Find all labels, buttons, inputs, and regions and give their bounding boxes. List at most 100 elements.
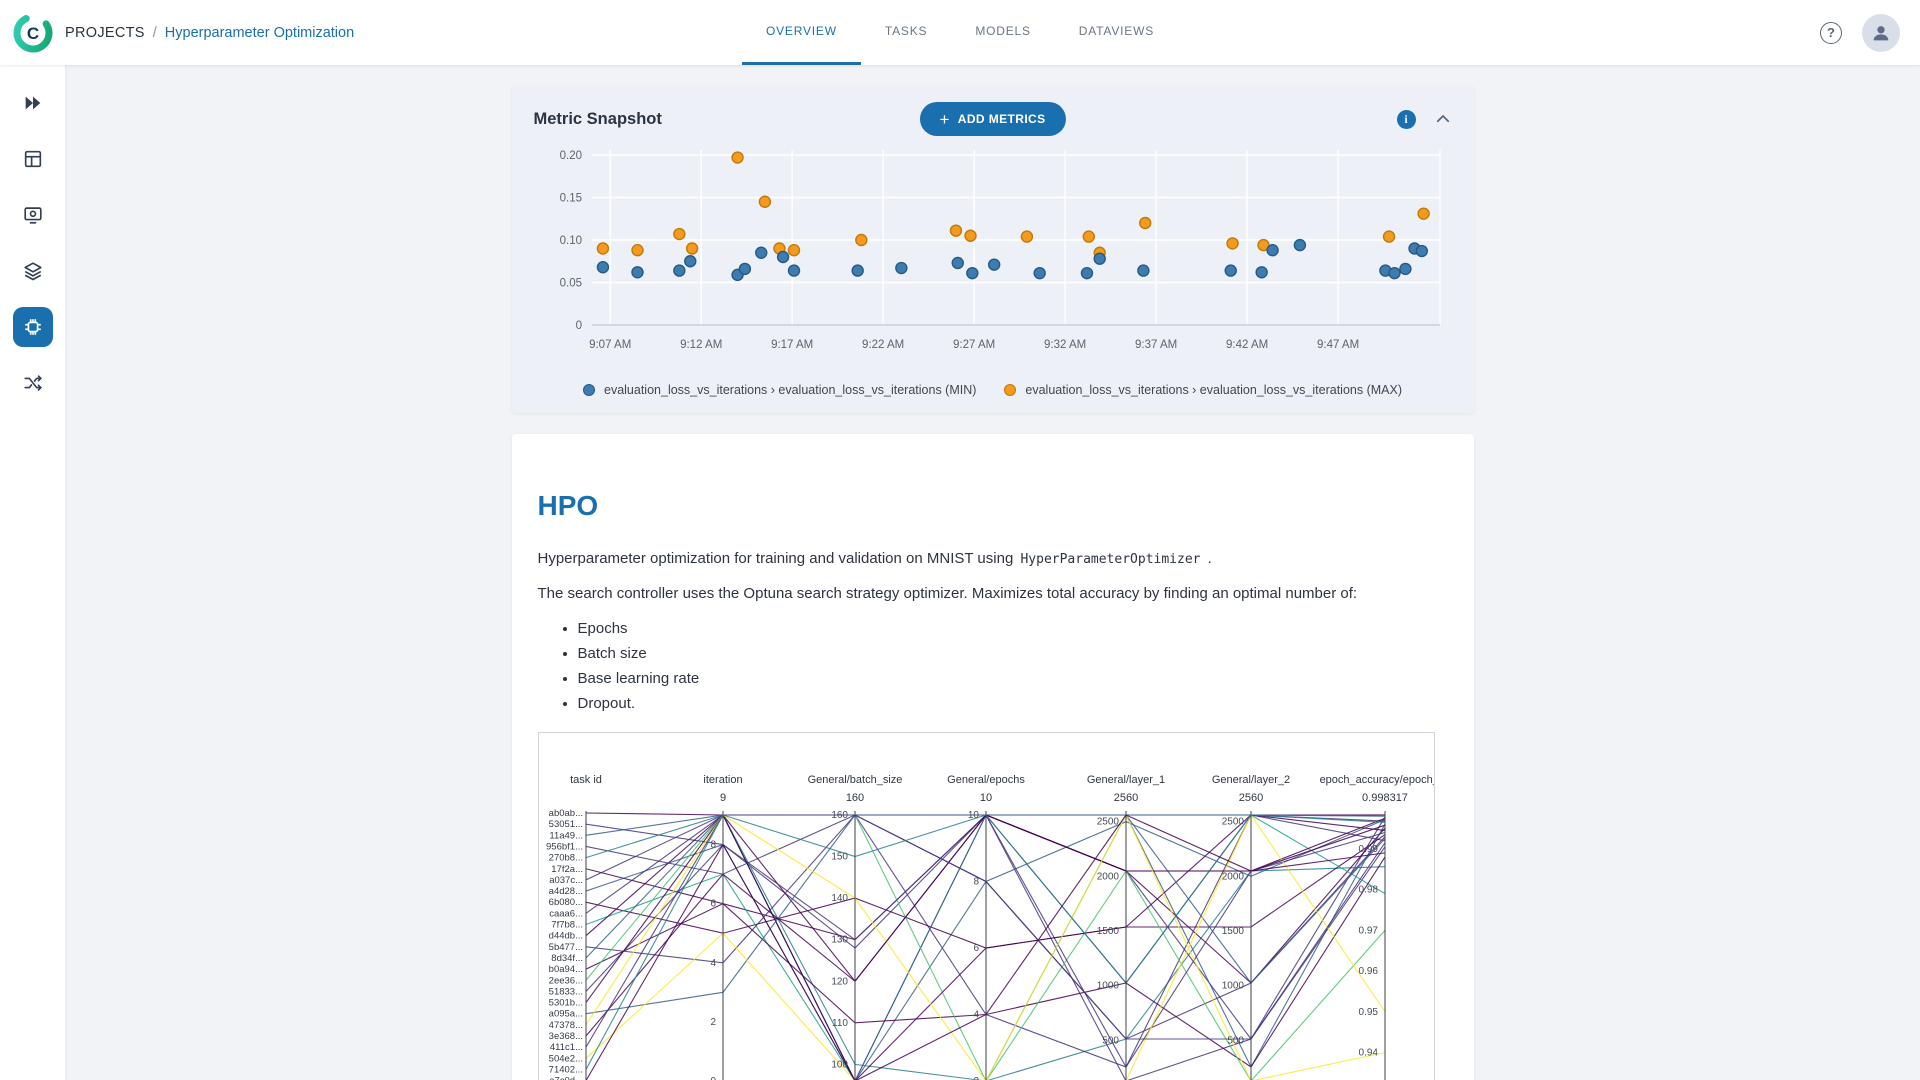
sidebar-item-workers[interactable]: [13, 195, 53, 235]
breadcrumb-current-project[interactable]: Hyperparameter Optimization: [164, 24, 355, 41]
add-metrics-button[interactable]: + ADD METRICS: [919, 102, 1066, 136]
svg-text:110: 110: [832, 1017, 848, 1028]
svg-text:6: 6: [973, 943, 979, 954]
svg-text:9:27 AM: 9:27 AM: [953, 339, 995, 351]
bullet-item: Epochs: [578, 618, 1448, 639]
hpo-p1-period: .: [1207, 550, 1212, 567]
svg-text:0.98: 0.98: [1358, 884, 1378, 895]
svg-text:ab0ab...: ab0ab...: [548, 808, 582, 819]
parallel-coordinates-figure[interactable]: task id iteration 9 0 2 4 6 8 General/batch_size…: [537, 731, 1435, 1080]
svg-text:8: 8: [973, 876, 979, 887]
parallel-coordinates-chart: task id iteration 9 0 2 4 6 8 General/batch_size…: [546, 774, 1434, 1080]
svg-text:9: 9: [719, 792, 725, 804]
svg-text:0.95: 0.95: [1358, 1006, 1378, 1017]
bullet-item: Dropout.: [578, 693, 1448, 714]
svg-text:a4d28...: a4d28...: [548, 886, 582, 897]
double-arrow-icon: [25, 96, 40, 110]
svg-text:6b080...: 6b080...: [548, 897, 582, 908]
metric-snapshot-card: Metric Snapshot + ADD METRICS i 9:07 AM 9…: [511, 86, 1474, 413]
svg-text:6: 6: [710, 898, 716, 909]
svg-text:150: 150: [831, 851, 848, 862]
tab-dataviews[interactable]: DATAVIEWS: [1078, 24, 1155, 38]
svg-text:2000: 2000: [1221, 871, 1244, 882]
pipelines-shuffle-icon: [23, 375, 42, 391]
svg-text:3e368...: 3e368...: [548, 1031, 582, 1042]
svg-text:5301b...: 5301b...: [548, 997, 582, 1008]
sidebar-item-projects[interactable]: [13, 139, 53, 179]
svg-text:General/layer_1: General/layer_1: [1086, 774, 1164, 786]
svg-text:2500: 2500: [1096, 816, 1119, 827]
svg-text:0.998317: 0.998317: [1362, 792, 1408, 804]
hpo-card: HPO Hyperparameter optimization for trai…: [511, 434, 1474, 1080]
plus-icon: +: [939, 109, 950, 129]
breadcrumb: PROJECTS / Hyperparameter Optimization: [65, 25, 354, 41]
svg-text:General/epochs: General/epochs: [947, 774, 1025, 786]
svg-text:0.10: 0.10: [559, 235, 581, 247]
svg-text:7f7b8...: 7f7b8...: [551, 919, 583, 930]
svg-text:1000: 1000: [1221, 980, 1244, 991]
svg-text:C: C: [26, 24, 38, 43]
bullet-item: Batch size: [578, 643, 1448, 664]
legend-item[interactable]: evaluation_loss_vs_iterations › evaluati…: [1004, 383, 1402, 397]
svg-text:a037c...: a037c...: [549, 874, 583, 885]
svg-text:160: 160: [831, 810, 848, 821]
add-metrics-label: ADD METRICS: [957, 112, 1046, 126]
help-icon[interactable]: ?: [1820, 21, 1842, 44]
chevron-up-icon[interactable]: [1434, 110, 1452, 128]
svg-text:9:42 AM: 9:42 AM: [1226, 339, 1268, 351]
svg-text:17f2a...: 17f2a...: [551, 863, 583, 874]
svg-text:9:22 AM: 9:22 AM: [862, 339, 904, 351]
svg-text:100: 100: [831, 1059, 848, 1070]
svg-text:9:12 AM: 9:12 AM: [680, 339, 722, 351]
clearml-logo-icon[interactable]: C: [0, 12, 65, 54]
svg-text:0.20: 0.20: [559, 150, 581, 162]
hpo-p1-text: Hyperparameter optimization for training…: [537, 550, 1014, 567]
svg-text:epoch_accuracy/epoch_ac: epoch_accuracy/epoch_ac: [1319, 774, 1433, 786]
legend-label: evaluation_loss_vs_iterations › evaluati…: [1025, 383, 1402, 397]
svg-text:270b8...: 270b8...: [548, 852, 582, 863]
svg-text:9:37 AM: 9:37 AM: [1135, 339, 1177, 351]
breadcrumb-separator: /: [152, 24, 157, 41]
svg-text:10: 10: [979, 792, 991, 804]
hpo-code-snippet: HyperParameterOptimizer: [1020, 552, 1201, 567]
svg-text:2500: 2500: [1221, 816, 1244, 827]
svg-text:a095a...: a095a...: [548, 1008, 582, 1019]
breadcrumb-projects[interactable]: PROJECTS: [65, 24, 145, 41]
svg-text:1500: 1500: [1221, 926, 1244, 937]
tab-overview[interactable]: OVERVIEW: [741, 0, 861, 65]
svg-text:task id: task id: [570, 774, 602, 786]
svg-text:53051...: 53051...: [548, 819, 582, 830]
svg-text:130: 130: [831, 934, 848, 945]
legend-item[interactable]: evaluation_loss_vs_iterations › evaluati…: [583, 383, 976, 397]
svg-text:160: 160: [845, 792, 863, 804]
user-avatar-icon[interactable]: [1862, 13, 1900, 52]
info-icon[interactable]: i: [1396, 109, 1416, 129]
sidebar-item-models[interactable]: [12, 307, 53, 347]
metric-scatter-chart[interactable]: 9:07 AM 9:12 AM 9:17 AM 9:22 AM 9:27 AM 9:32 …: [534, 143, 1452, 373]
tab-models[interactable]: MODELS: [975, 24, 1031, 38]
svg-text:d44db...: d44db...: [548, 930, 582, 941]
metric-snapshot-title: Metric Snapshot: [533, 109, 662, 128]
legend-label: evaluation_loss_vs_iterations › evaluati…: [604, 383, 977, 397]
svg-text:500: 500: [1227, 1035, 1244, 1046]
sidebar-item-pipelines[interactable]: [13, 363, 53, 403]
hpo-title: HPO: [537, 490, 599, 521]
tab-tasks[interactable]: TASKS: [884, 24, 928, 38]
sidebar-item-datasets[interactable]: [13, 251, 53, 291]
chart-legend: evaluation_loss_vs_iterations › evaluati…: [534, 383, 1452, 397]
svg-text:2: 2: [973, 1076, 979, 1080]
svg-text:51833...: 51833...: [548, 986, 582, 997]
svg-text:5b477...: 5b477...: [548, 941, 582, 952]
svg-text:0.15: 0.15: [559, 193, 581, 205]
svg-text:0.97: 0.97: [1358, 925, 1378, 936]
header-tabs: OVERVIEW TASKS MODELS DATAVIEWS: [741, 0, 1178, 65]
svg-text:9:32 AM: 9:32 AM: [1044, 339, 1086, 351]
metric-snapshot-header: Metric Snapshot + ADD METRICS i: [534, 101, 1452, 137]
svg-text:General/layer_2: General/layer_2: [1211, 774, 1289, 786]
sidebar: [0, 65, 65, 1080]
svg-text:140: 140: [831, 893, 848, 904]
sidebar-item-dashboard[interactable]: [13, 83, 53, 123]
svg-text:1500: 1500: [1096, 926, 1119, 937]
svg-text:General/batch_size: General/batch_size: [807, 774, 902, 786]
svg-text:956bf1...: 956bf1...: [546, 841, 583, 852]
